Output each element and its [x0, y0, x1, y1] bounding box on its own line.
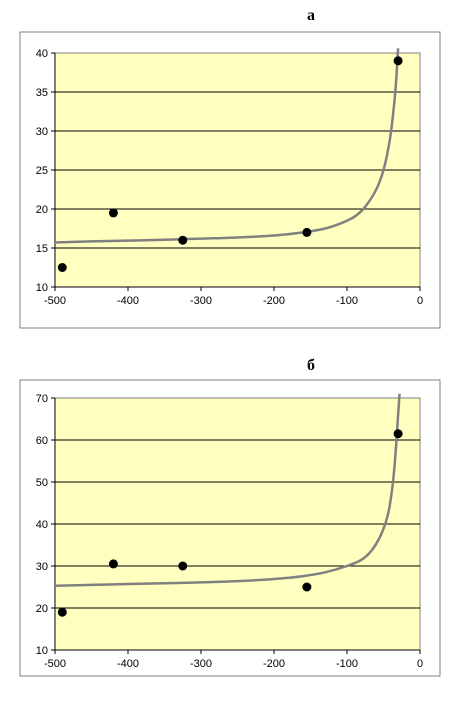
- chart-a-x-tick-label: -500: [44, 295, 66, 307]
- chart-b-data-point: [393, 429, 403, 439]
- chart-a-y-tick-label: 25: [36, 165, 48, 177]
- chart-a-data-point: [57, 263, 67, 272]
- chart-a-x-tick-label: -300: [190, 295, 212, 307]
- chart-a-data-point: [393, 56, 403, 66]
- chart-a-y-tick-label: 35: [36, 87, 48, 99]
- chart-b-data-point: [302, 582, 312, 592]
- chart-b-y-tick-label: 70: [36, 393, 48, 405]
- chart-b-y-tick-label: 20: [36, 603, 48, 615]
- chart-a-x-tick-label: -400: [117, 295, 139, 307]
- chart-a-data-point: [302, 227, 312, 237]
- chart-b-y-tick-label: 50: [36, 477, 48, 489]
- chart-b-x-tick-label: -300: [190, 658, 212, 670]
- chart-b-y-tick-label: 10: [36, 645, 48, 657]
- chart-b-data-point: [57, 607, 67, 617]
- chart-a-data-point: [178, 235, 188, 245]
- chart-a-title: а: [307, 7, 315, 24]
- chart-a: 10 15 20 25 30 35 40 -500 -400 -300 -200 -100 0: [36, 48, 423, 307]
- chart-a-y-tick-label: 30: [36, 126, 48, 138]
- chart-b-y-tick-label: 30: [36, 561, 48, 573]
- chart-b-data-point: [178, 561, 188, 571]
- chart-a-fit-curve: [54, 48, 400, 244]
- chart-b-x-tick-label: -100: [336, 658, 358, 670]
- chart-b-title: б: [307, 357, 315, 374]
- chart-a-x-tick-label: -200: [263, 295, 285, 307]
- chart-a-x-tick-label: -100: [336, 295, 358, 307]
- chart-b-x-tick-label: -400: [117, 658, 139, 670]
- chart-a-y-tick-label: 40: [36, 48, 48, 60]
- chart-a-y-tick-label: 10: [36, 282, 48, 294]
- chart-a-y-tick-label: 20: [36, 204, 48, 216]
- chart-b-x-tick-label: -500: [44, 658, 66, 670]
- chart-a-x-tick-label: 0: [417, 295, 423, 307]
- chart-b-fit-curve: [54, 393, 401, 587]
- chart-a-y-tick-label: 15: [36, 243, 48, 255]
- chart-a-data-point: [108, 208, 118, 218]
- chart-b-y-tick-label: 40: [36, 519, 48, 531]
- chart-b-x-tick-label: -200: [263, 658, 285, 670]
- chart-b-y-tick-label: 60: [36, 435, 48, 447]
- chart-b: 10 20 30 40 50 60 70 -500 -400 -300 -200 -100 0: [36, 393, 423, 670]
- chart-b-data-point: [108, 559, 118, 569]
- chart-b-x-tick-label: 0: [417, 658, 423, 670]
